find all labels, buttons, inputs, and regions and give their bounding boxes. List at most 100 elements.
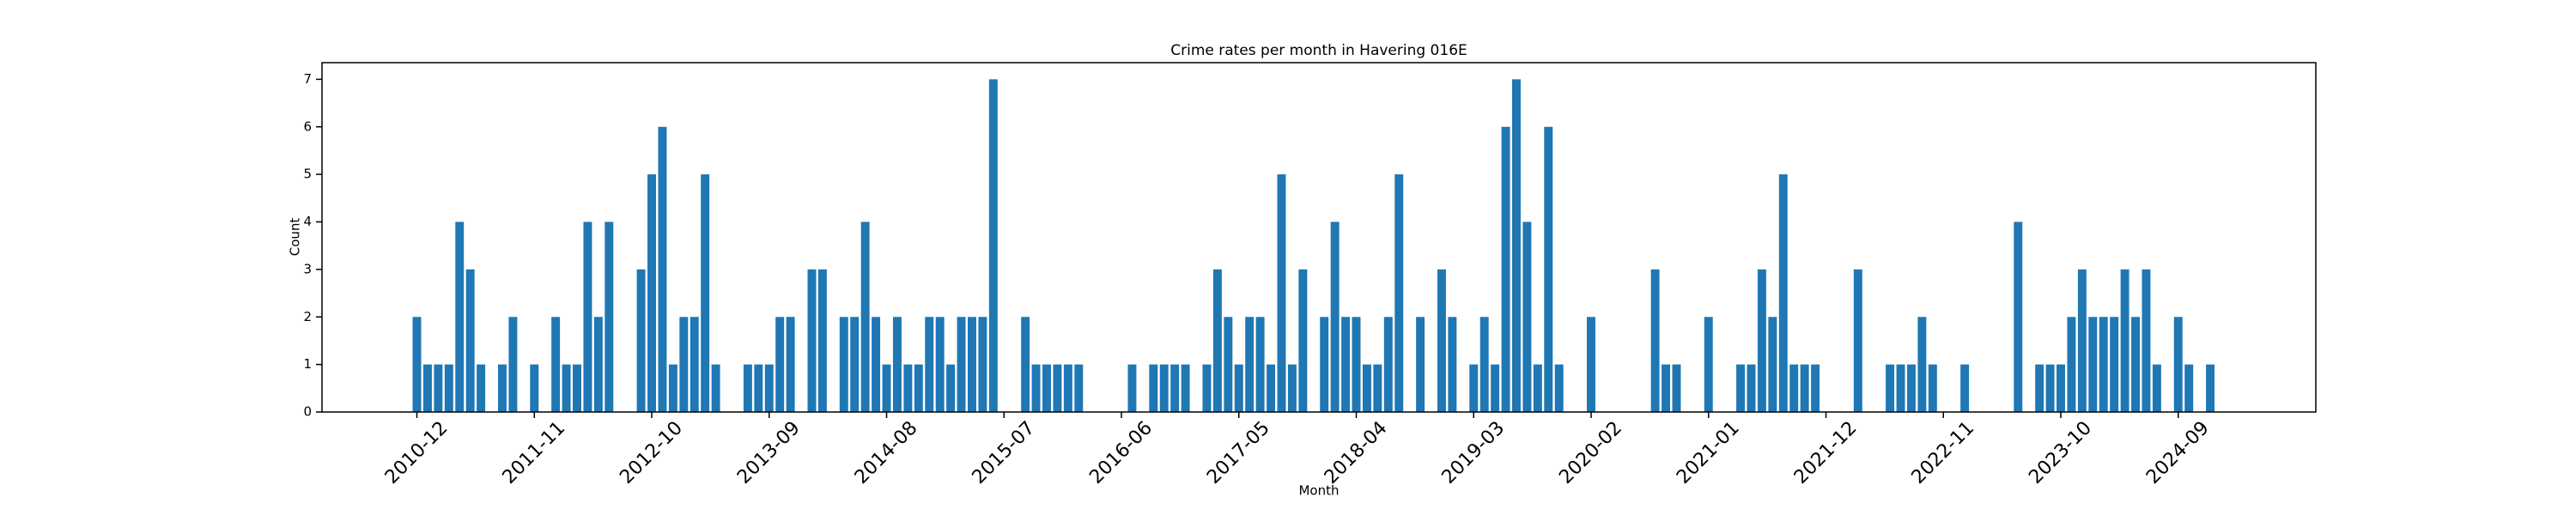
bar — [465, 269, 475, 412]
bar — [636, 269, 646, 412]
bar — [1170, 364, 1180, 412]
x-tick-label: 2013-09 — [733, 417, 805, 488]
bar — [1778, 174, 1788, 412]
bar — [551, 317, 561, 412]
bar — [1127, 364, 1137, 412]
x-tick-label: 2021-01 — [1673, 417, 1744, 488]
bar — [412, 317, 422, 412]
x-tick-label: 2015-07 — [969, 417, 1040, 488]
x-tick-label: 2010-12 — [381, 417, 453, 488]
bar — [2184, 364, 2194, 412]
bar — [957, 317, 966, 412]
bar — [1522, 221, 1532, 412]
bar — [839, 317, 848, 412]
bar — [1479, 317, 1489, 412]
y-axis-label: Count — [288, 218, 303, 257]
bar — [2110, 317, 2119, 412]
y-tick-label: 4 — [303, 214, 312, 229]
bar — [764, 364, 774, 412]
bar — [1202, 364, 1212, 412]
x-tick-label: 2011-11 — [499, 417, 570, 488]
bar — [925, 317, 934, 412]
chart-title: Crime rates per month in Havering 016E — [1170, 42, 1467, 59]
x-tick-label: 2024-09 — [2142, 417, 2214, 488]
bar — [1768, 317, 1777, 412]
bar — [1533, 364, 1542, 412]
bar — [530, 364, 539, 412]
bar — [1053, 364, 1062, 412]
bar — [1063, 364, 1072, 412]
bar — [2088, 317, 2098, 412]
x-tick-label: 2021-12 — [1790, 417, 1862, 488]
bar — [743, 364, 752, 412]
bar — [1896, 364, 1905, 412]
bar — [2173, 317, 2183, 412]
bar — [2120, 269, 2129, 412]
bar — [2014, 221, 2023, 412]
y-tick-label: 3 — [303, 261, 312, 276]
bar — [477, 364, 486, 412]
bar — [1234, 364, 1243, 412]
bar — [1298, 269, 1308, 412]
bar — [946, 364, 956, 412]
bar — [1757, 269, 1766, 412]
bar — [988, 79, 998, 412]
bar — [1736, 364, 1746, 412]
x-tick-label: 2012-10 — [616, 417, 687, 488]
bar — [1352, 317, 1361, 412]
bar — [2045, 364, 2055, 412]
bar — [1320, 317, 1329, 412]
bar — [935, 317, 945, 412]
bar — [967, 317, 976, 412]
bar — [2035, 364, 2044, 412]
bar — [1277, 174, 1286, 412]
bar — [711, 364, 720, 412]
bar — [1469, 364, 1479, 412]
bar — [1224, 317, 1233, 412]
bar — [882, 364, 891, 412]
bar — [1704, 317, 1713, 412]
bar — [1587, 317, 1595, 412]
x-tick-label: 2017-05 — [1203, 417, 1274, 488]
bar — [679, 317, 689, 412]
bar — [2057, 364, 2065, 412]
bar — [701, 174, 710, 412]
bar — [658, 126, 667, 412]
bar — [1928, 364, 1937, 412]
y-tick-label: 6 — [303, 118, 312, 134]
x-tick-label: 2018-04 — [1321, 417, 1392, 488]
x-tick-label: 2020-02 — [1555, 417, 1626, 488]
bar — [444, 364, 453, 412]
bar — [1906, 364, 1916, 412]
x-tick-label: 2022-11 — [1908, 417, 1979, 488]
bar — [1383, 317, 1393, 412]
y-tick-label: 0 — [303, 404, 312, 420]
bar — [668, 364, 677, 412]
x-tick-label: 2019-03 — [1438, 417, 1510, 488]
bar — [1672, 364, 1681, 412]
y-tick-label: 7 — [303, 71, 312, 87]
bar — [1789, 364, 1799, 412]
bar — [1267, 364, 1276, 412]
bar — [2099, 317, 2108, 412]
bar — [2206, 364, 2215, 412]
bar — [1042, 364, 1051, 412]
bar — [422, 364, 432, 412]
x-tick-label: 2023-10 — [2025, 417, 2096, 488]
bar — [1362, 364, 1371, 412]
bar — [892, 317, 902, 412]
bar — [1501, 126, 1510, 412]
bar — [1650, 269, 1660, 412]
bar — [1747, 364, 1756, 412]
bar — [1021, 317, 1030, 412]
bar — [1491, 364, 1500, 412]
bar — [872, 317, 881, 412]
bar — [2131, 317, 2141, 412]
bar — [850, 317, 860, 412]
bar — [562, 364, 571, 412]
bar — [605, 221, 614, 412]
bar — [593, 317, 603, 412]
y-tick-label: 5 — [303, 167, 312, 182]
bar — [1512, 79, 1521, 412]
